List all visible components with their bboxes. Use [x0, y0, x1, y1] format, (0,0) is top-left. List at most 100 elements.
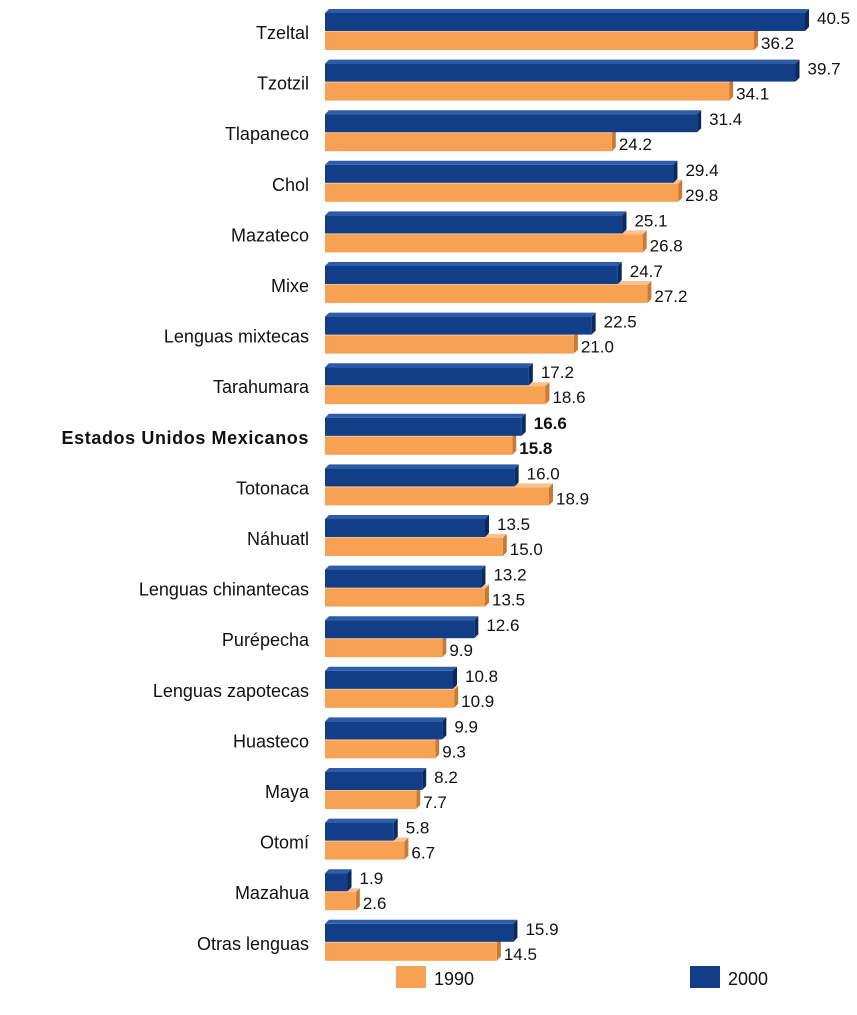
bar-1990-mixe — [325, 281, 652, 303]
bar-2000-lenguas-mixtecas — [325, 312, 596, 335]
bar-2000-maya — [325, 768, 427, 790]
category-label-tlapaneco: Tlapaneco — [225, 124, 309, 144]
bar-2000-mazateco — [325, 211, 627, 234]
value-label-2000-tzotzil: 39.7 — [808, 60, 841, 79]
value-label-1990-lenguas-zapotecas: 10.9 — [461, 692, 494, 711]
bar-1990-tarahumara — [325, 382, 550, 405]
bar-2000-chol — [325, 160, 678, 183]
category-label-chol: Chol — [272, 175, 309, 195]
value-label-2000-otomi: 5.8 — [406, 819, 430, 838]
bar-1990-tlapaneco — [325, 129, 616, 152]
bar-2000-estados-unidos-mexicanos — [325, 413, 526, 436]
value-label-1990-chol: 29.8 — [685, 186, 718, 205]
bar-1990-nahuatl — [325, 534, 507, 556]
category-label-lenguas-zapotecas: Lenguas zapotecas — [153, 681, 309, 701]
value-label-2000-otras-lenguas: 15.9 — [525, 920, 558, 939]
bar-2000-otras-lenguas — [325, 919, 518, 942]
bar-2000-tzotzil — [325, 59, 800, 82]
bar-2000-otomi — [325, 818, 398, 841]
bar-1990-chol — [325, 179, 683, 202]
value-label-2000-mixe: 24.7 — [630, 262, 663, 281]
category-labels: Tzeltal Tzotzil Tlapaneco Chol Mazateco Mixe L… — [62, 23, 310, 954]
legend: 1990 2000 — [396, 966, 768, 989]
value-label-1990-tzotzil: 34.1 — [736, 85, 769, 104]
category-label-purepecha: Purépecha — [222, 630, 310, 650]
bar-2000-tarahumara — [325, 363, 533, 386]
value-label-1990-purepecha: 9.9 — [449, 641, 473, 660]
category-label-tzotzil: Tzotzil — [257, 74, 309, 94]
value-label-1990-otomi: 6.7 — [411, 844, 435, 863]
value-label-1990-mazateco: 26.8 — [650, 236, 683, 255]
value-label-2000-tzeltal: 40.5 — [817, 9, 850, 28]
value-label-2000-lenguas-zapotecas: 10.8 — [465, 667, 498, 686]
value-label-2000-estados-unidos-mexicanos: 16.6 — [534, 414, 567, 433]
value-label-1990-nahuatl: 15.0 — [510, 540, 543, 559]
bar-1990-estados-unidos-mexicanos — [325, 432, 517, 455]
category-label-tzeltal: Tzeltal — [256, 23, 309, 43]
bar-1990-maya — [325, 787, 421, 809]
bar-1990-huasteco — [325, 736, 440, 759]
category-label-maya: Maya — [265, 782, 310, 802]
bar-1990-otras-lenguas — [325, 938, 501, 961]
category-label-mazateco: Mazateco — [231, 225, 309, 245]
bar-2000-huasteco — [325, 717, 447, 740]
bar-1990-totonaca — [325, 483, 553, 506]
value-label-1990-mazahua: 2.6 — [363, 894, 387, 913]
legend-label-1990: 1990 — [434, 969, 474, 989]
category-label-totonaca: Totonaca — [236, 478, 310, 498]
bar-1990-lenguas-zapotecas — [325, 685, 459, 708]
value-label-2000-tlapaneco: 31.4 — [709, 110, 742, 129]
bar-2000-tzeltal — [325, 9, 809, 31]
category-label-mixe: Mixe — [271, 276, 309, 296]
bar-1990-mazahua — [325, 888, 360, 911]
bar-1990-lenguas-mixtecas — [325, 331, 578, 354]
value-label-1990-estados-unidos-mexicanos: 15.8 — [519, 439, 552, 458]
bar-2000-purepecha — [325, 616, 479, 639]
value-label-2000-huasteco: 9.9 — [454, 717, 478, 736]
bar-2000-lenguas-zapotecas — [325, 666, 457, 689]
category-label-otras-lenguas: Otras lenguas — [197, 934, 309, 954]
category-label-estados-unidos-mexicanos: Estados Unidos Mexicanos — [62, 428, 309, 448]
bar-1990-tzeltal — [325, 28, 759, 50]
value-label-1990-huasteco: 9.3 — [442, 742, 466, 761]
value-label-2000-mazateco: 25.1 — [634, 211, 667, 230]
legend-label-2000: 2000 — [728, 969, 768, 989]
value-label-1990-tzeltal: 36.2 — [761, 34, 794, 53]
bar-2000-tlapaneco — [325, 110, 702, 133]
category-label-huasteco: Huasteco — [233, 731, 309, 751]
value-label-2000-maya: 8.2 — [434, 768, 458, 787]
value-label-2000-chol: 29.4 — [685, 161, 718, 180]
value-label-1990-tlapaneco: 24.2 — [619, 135, 652, 154]
bars — [325, 9, 809, 961]
category-label-nahuatl: Náhuatl — [247, 529, 309, 549]
value-label-1990-tarahumara: 18.6 — [552, 388, 585, 407]
bar-1990-lenguas-chinantecas — [325, 584, 489, 607]
legend-swatch-2000 — [690, 966, 720, 988]
value-label-2000-nahuatl: 13.5 — [497, 515, 530, 534]
bar-2000-mazahua — [325, 869, 352, 892]
bar-1990-tzotzil — [325, 78, 734, 101]
value-label-1990-lenguas-chinantecas: 13.5 — [492, 591, 525, 610]
bar-2000-nahuatl — [325, 515, 489, 537]
category-label-lenguas-chinantecas: Lenguas chinantecas — [139, 580, 309, 600]
value-label-1990-maya: 7.7 — [423, 793, 447, 812]
bar-1990-otomi — [325, 837, 409, 860]
value-label-2000-totonaca: 16.0 — [527, 464, 560, 483]
bar-1990-mazateco — [325, 230, 647, 253]
category-label-lenguas-mixtecas: Lenguas mixtecas — [164, 327, 309, 347]
category-label-tarahumara: Tarahumara — [213, 377, 310, 397]
value-label-1990-lenguas-mixtecas: 21.0 — [581, 338, 614, 357]
legend-swatch-1990 — [396, 966, 426, 988]
value-labels: 40.5 36.2 39.7 34.1 31.4 24.2 29.4 29.8 25.1 26.8… — [360, 9, 851, 964]
value-label-1990-totonaca: 18.9 — [556, 489, 589, 508]
bar-1990-purepecha — [325, 635, 447, 658]
category-label-mazahua: Mazahua — [235, 883, 310, 903]
value-label-2000-lenguas-mixtecas: 22.5 — [604, 313, 637, 332]
value-label-2000-lenguas-chinantecas: 13.2 — [493, 566, 526, 585]
bar-2000-mixe — [325, 262, 622, 284]
bar-2000-lenguas-chinantecas — [325, 565, 486, 588]
value-label-1990-otras-lenguas: 14.5 — [504, 945, 537, 964]
category-label-otomi: Otomí — [260, 833, 309, 853]
value-label-2000-tarahumara: 17.2 — [541, 363, 574, 382]
